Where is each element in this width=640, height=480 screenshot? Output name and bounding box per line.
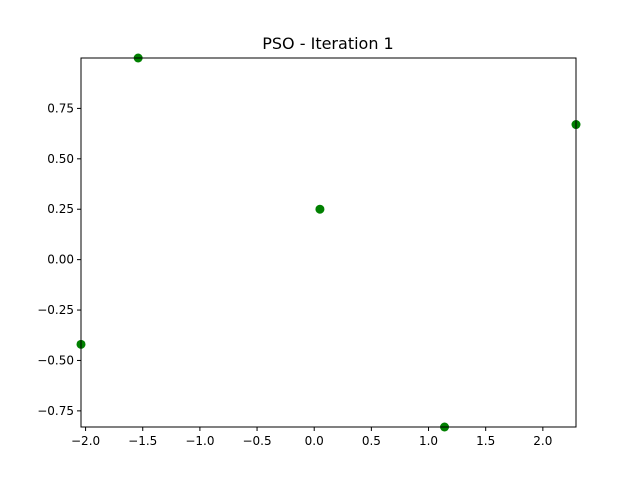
y-tick-label: −0.50: [37, 353, 74, 367]
x-tick-label: −1.0: [185, 434, 214, 448]
x-tick-label: −1.5: [128, 434, 157, 448]
x-tick-label: 1.5: [476, 434, 495, 448]
x-tick-label: 2.0: [533, 434, 552, 448]
y-tick-label: −0.25: [37, 303, 74, 317]
plot-area: −2.0 −1.5 −1.0 −0.5 0.0 0.5 1.0 1.5 2.0 −0.75 −0.5…: [37, 53, 581, 448]
x-tick-label: 0.0: [305, 434, 324, 448]
x-tick-label: 1.0: [419, 434, 438, 448]
y-tick-label: 0.75: [47, 101, 74, 115]
chart-title: PSO - Iteration 1: [262, 34, 393, 53]
y-tick-label: −0.75: [37, 404, 74, 418]
y-tick-label: 0.00: [47, 253, 74, 267]
y-tick-label: 0.50: [47, 152, 74, 166]
y-tick-label: 0.25: [47, 202, 74, 216]
x-tick-label: 0.5: [362, 434, 381, 448]
x-tick-label: −0.5: [242, 434, 271, 448]
x-tick-label: −2.0: [71, 434, 100, 448]
plot-frame: [80, 57, 577, 428]
data-point: [315, 204, 325, 214]
